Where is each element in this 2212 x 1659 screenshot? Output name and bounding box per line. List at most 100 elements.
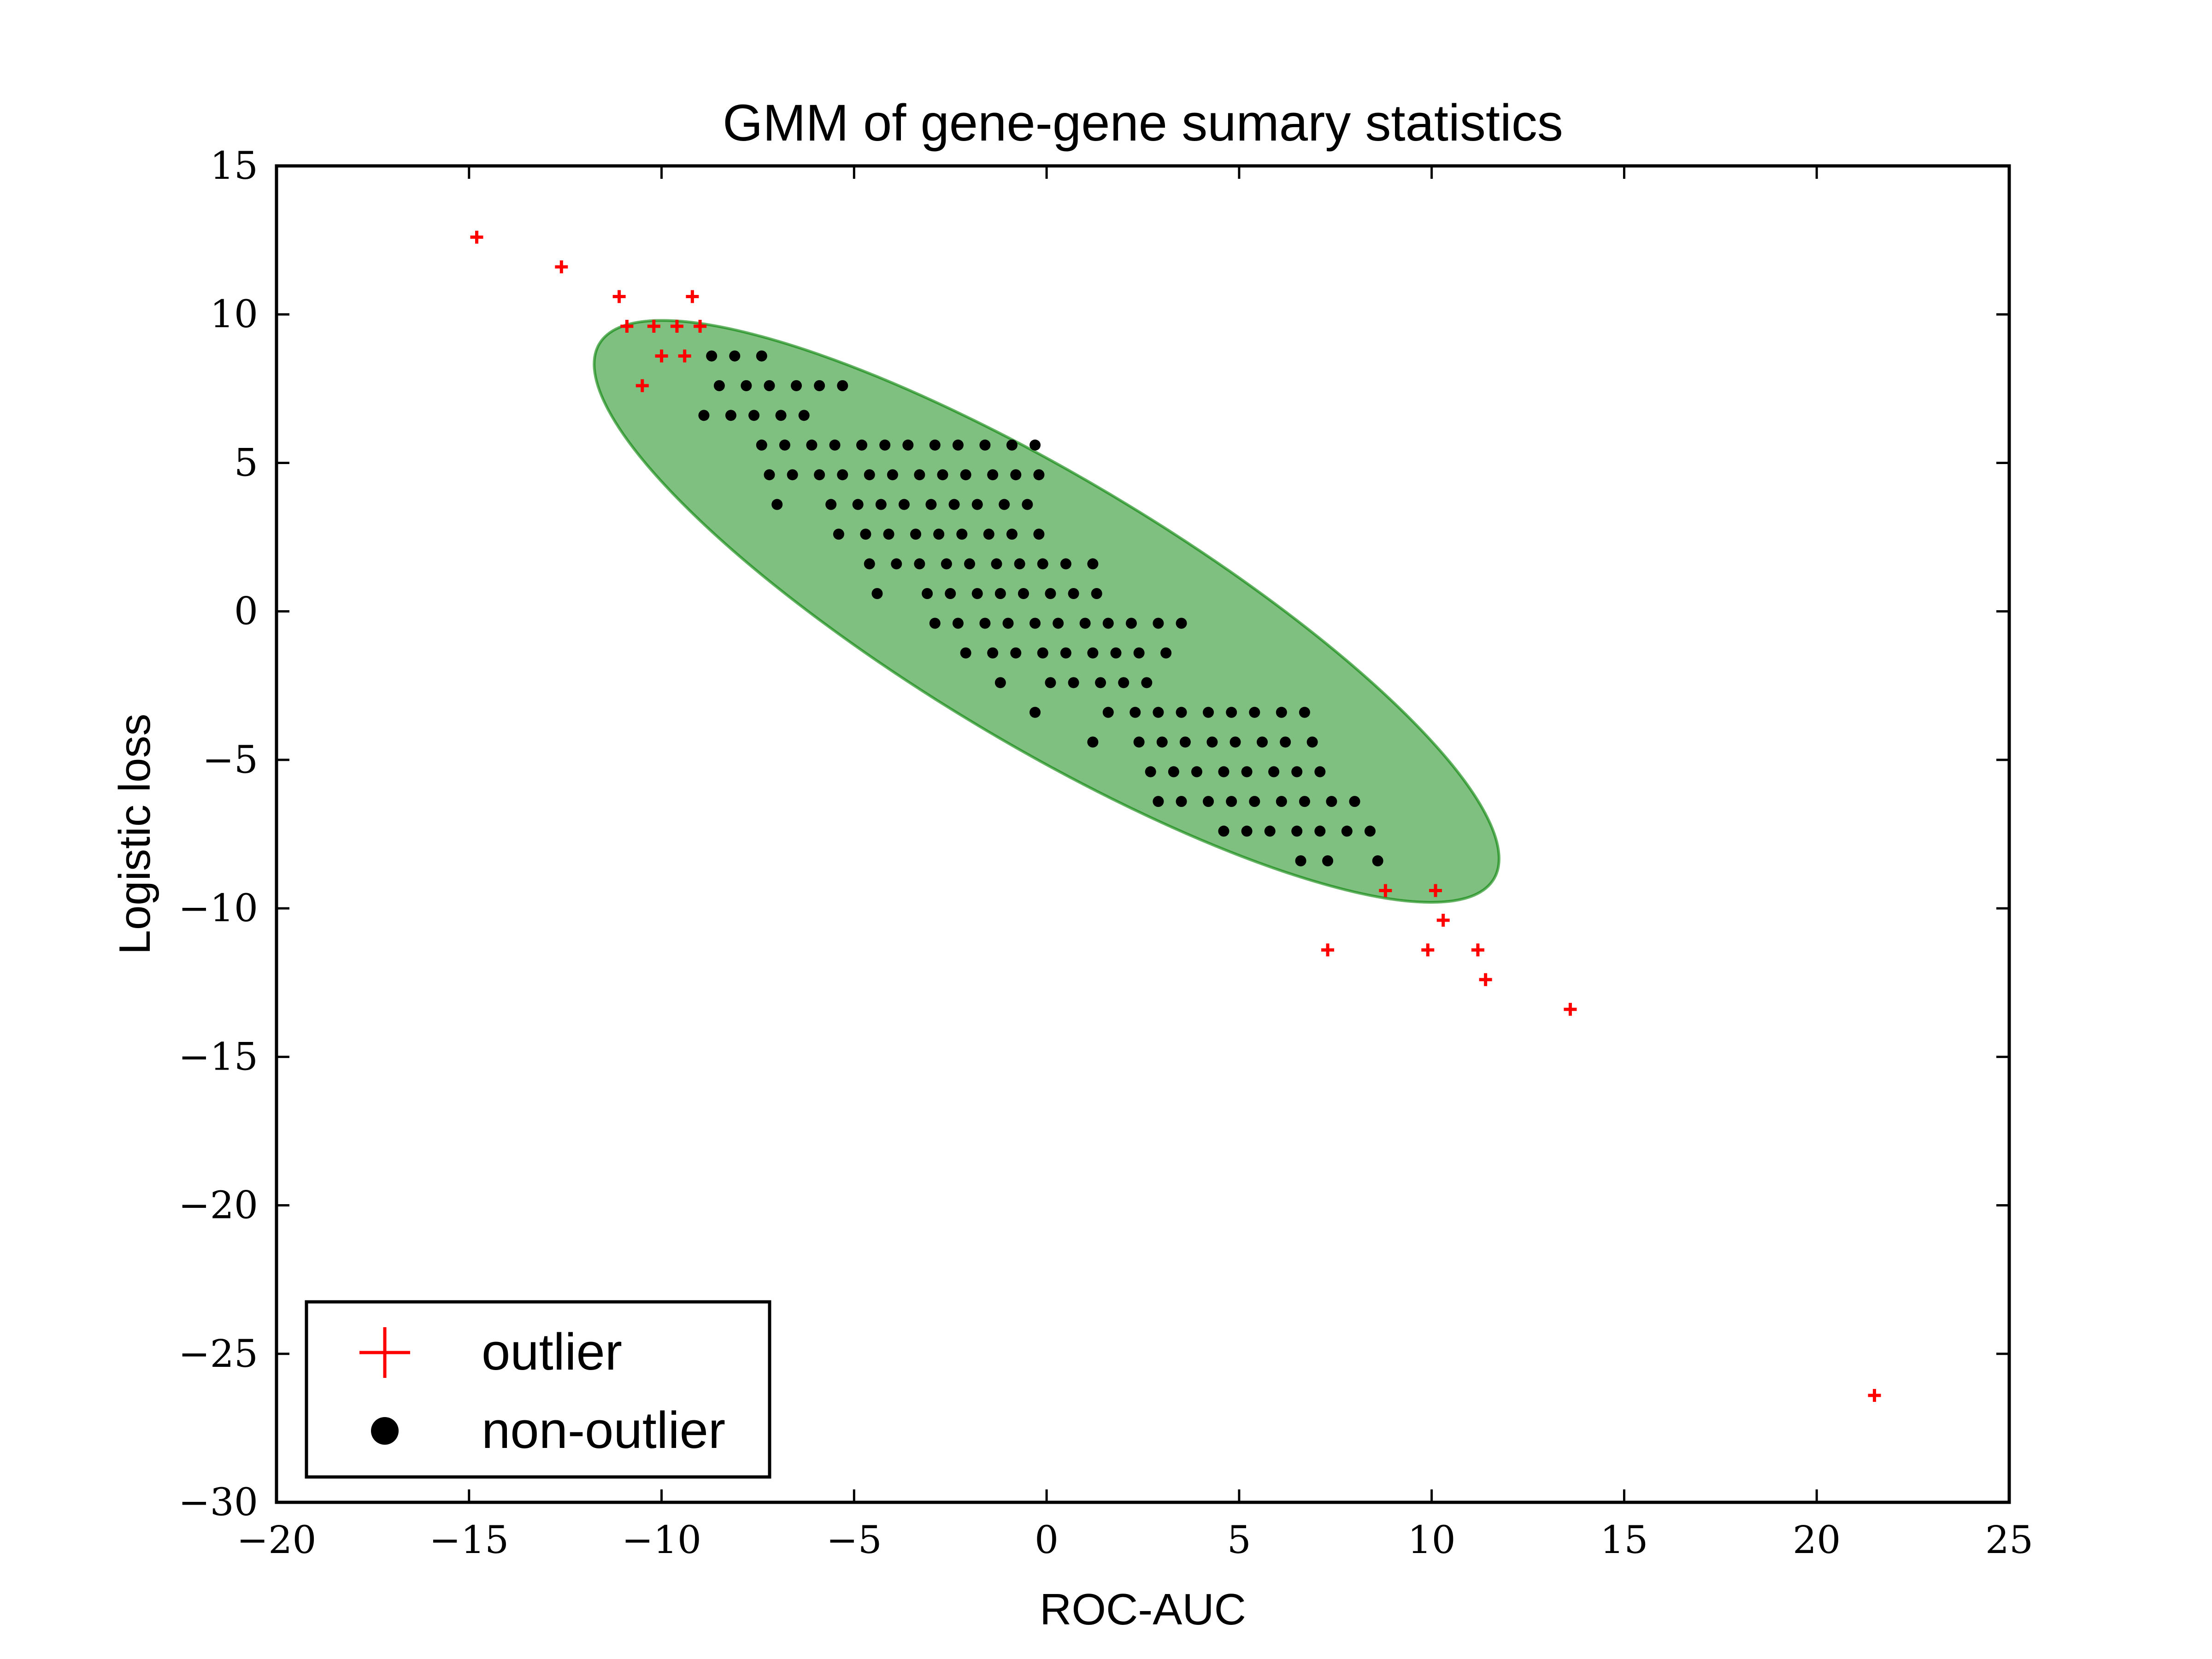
non-outlier-point [910,529,922,540]
non-outlier-point [879,439,891,451]
non-outlier-point [987,647,999,659]
y-tick-label: −10 [178,887,258,930]
non-outlier-point [933,529,945,540]
y-tick-label: −5 [202,738,258,782]
non-outlier-point [925,499,937,510]
non-outlier-point [1018,588,1029,599]
non-outlier-point [871,588,883,599]
non-outlier-point [771,499,783,510]
non-outlier-point [1218,825,1230,837]
x-axis-ticks: −20 −15 −10 −5 0 5 10 15 20 25 [236,166,2033,1562]
non-outlier-point [833,529,844,540]
outlier-point [670,320,683,333]
non-outlier-point [860,529,871,540]
non-outlier-point [1156,736,1168,748]
non-outlier-point [1079,618,1091,629]
gmm-component-ellipse [593,319,1500,904]
non-outlier-point [837,469,848,481]
non-outlier-point [1153,618,1164,629]
y-tick-label: −25 [178,1332,258,1376]
x-tick-label: 20 [1793,1518,1841,1562]
non-outlier-point [1264,825,1276,837]
non-outlier-point [1291,825,1303,837]
non-outlier-point [856,439,868,451]
outlier-point [1421,943,1435,957]
y-tick-label: 0 [234,590,258,634]
non-outlier-point [948,499,960,510]
non-outlier-point [1095,677,1106,688]
non-outlier-point [945,588,956,599]
non-outlier-point [1060,647,1071,659]
non-outlier-point [1014,558,1025,570]
non-outlier-point [1030,706,1041,718]
outlier-point [635,379,649,392]
plot-frame [275,164,2011,1504]
non-outlier-point [1068,677,1079,688]
non-outlier-point [837,380,848,391]
non-outlier-point [1179,736,1191,748]
non-outlier-point [1218,766,1230,777]
non-outlier-point [891,558,902,570]
non-outlier-point [1068,588,1079,599]
x-tick-label: 25 [1985,1518,2033,1562]
legend-outlier-label: outlier [482,1323,622,1381]
non-outlier-point [994,677,1006,688]
non-outlier-point [1176,618,1187,629]
non-outlier-point [1249,796,1260,807]
outlier-point [470,230,483,244]
y-tick-label: 10 [210,293,258,336]
non-outlier-point [1145,766,1156,777]
non-outlier-point [1091,588,1102,599]
outlier-point [620,320,634,333]
non-outlier-point [852,499,864,510]
legend-non-outlier-marker [371,1417,399,1445]
non-outlier-point [1006,529,1018,540]
non-outlier-point [929,439,941,451]
outlier-point [1429,884,1442,897]
chart-title: GMM of gene-gene sumary statistics [723,94,1563,152]
x-tick-label: 10 [1407,1518,1455,1562]
non-outlier-point [875,499,887,510]
x-tick-label: 5 [1227,1518,1251,1562]
non-outlier-point [1060,558,1071,570]
non-outlier-point [1037,647,1048,659]
non-outlier-point [987,469,999,481]
non-outlier-point [741,380,752,391]
non-outlier-point [1241,825,1253,837]
outlier-point [1379,884,1392,897]
non-outlier-point [779,439,790,451]
non-outlier-point [983,529,994,540]
non-outlier-point [979,439,991,451]
outlier-point [1479,973,1492,986]
non-outlier-point [787,469,798,481]
non-outlier-point [1176,796,1187,807]
non-outlier-point [1033,529,1045,540]
non-outlier-point [960,647,971,659]
non-outlier-point [1299,706,1310,718]
outlier-point [686,290,699,303]
outlier-point [655,349,668,363]
non-outlier-point [1118,677,1130,688]
y-tick-label: −15 [178,1035,258,1079]
non-outlier-point [1230,736,1241,748]
non-outlier-point [1226,706,1237,718]
y-tick-label: 15 [210,144,258,188]
non-outlier-point [814,469,825,481]
non-outlier-point [1176,706,1187,718]
non-outlier-point [952,439,964,451]
non-outlier-point [1280,736,1291,748]
non-outlier-point [1291,766,1303,777]
outlier-point [647,320,660,333]
non-outlier-point [937,469,948,481]
non-outlier-point [1168,766,1179,777]
non-outlier-point [1203,706,1214,718]
non-outlier-point [1191,766,1202,777]
non-outlier-point [1203,796,1214,807]
non-outlier-point [1326,796,1337,807]
non-outlier-point [1295,855,1306,866]
non-outlier-point [914,558,925,570]
non-outlier-point [1276,706,1287,718]
non-outlier-point [756,350,767,362]
non-outlier-point [979,618,991,629]
non-outlier-point [964,558,975,570]
